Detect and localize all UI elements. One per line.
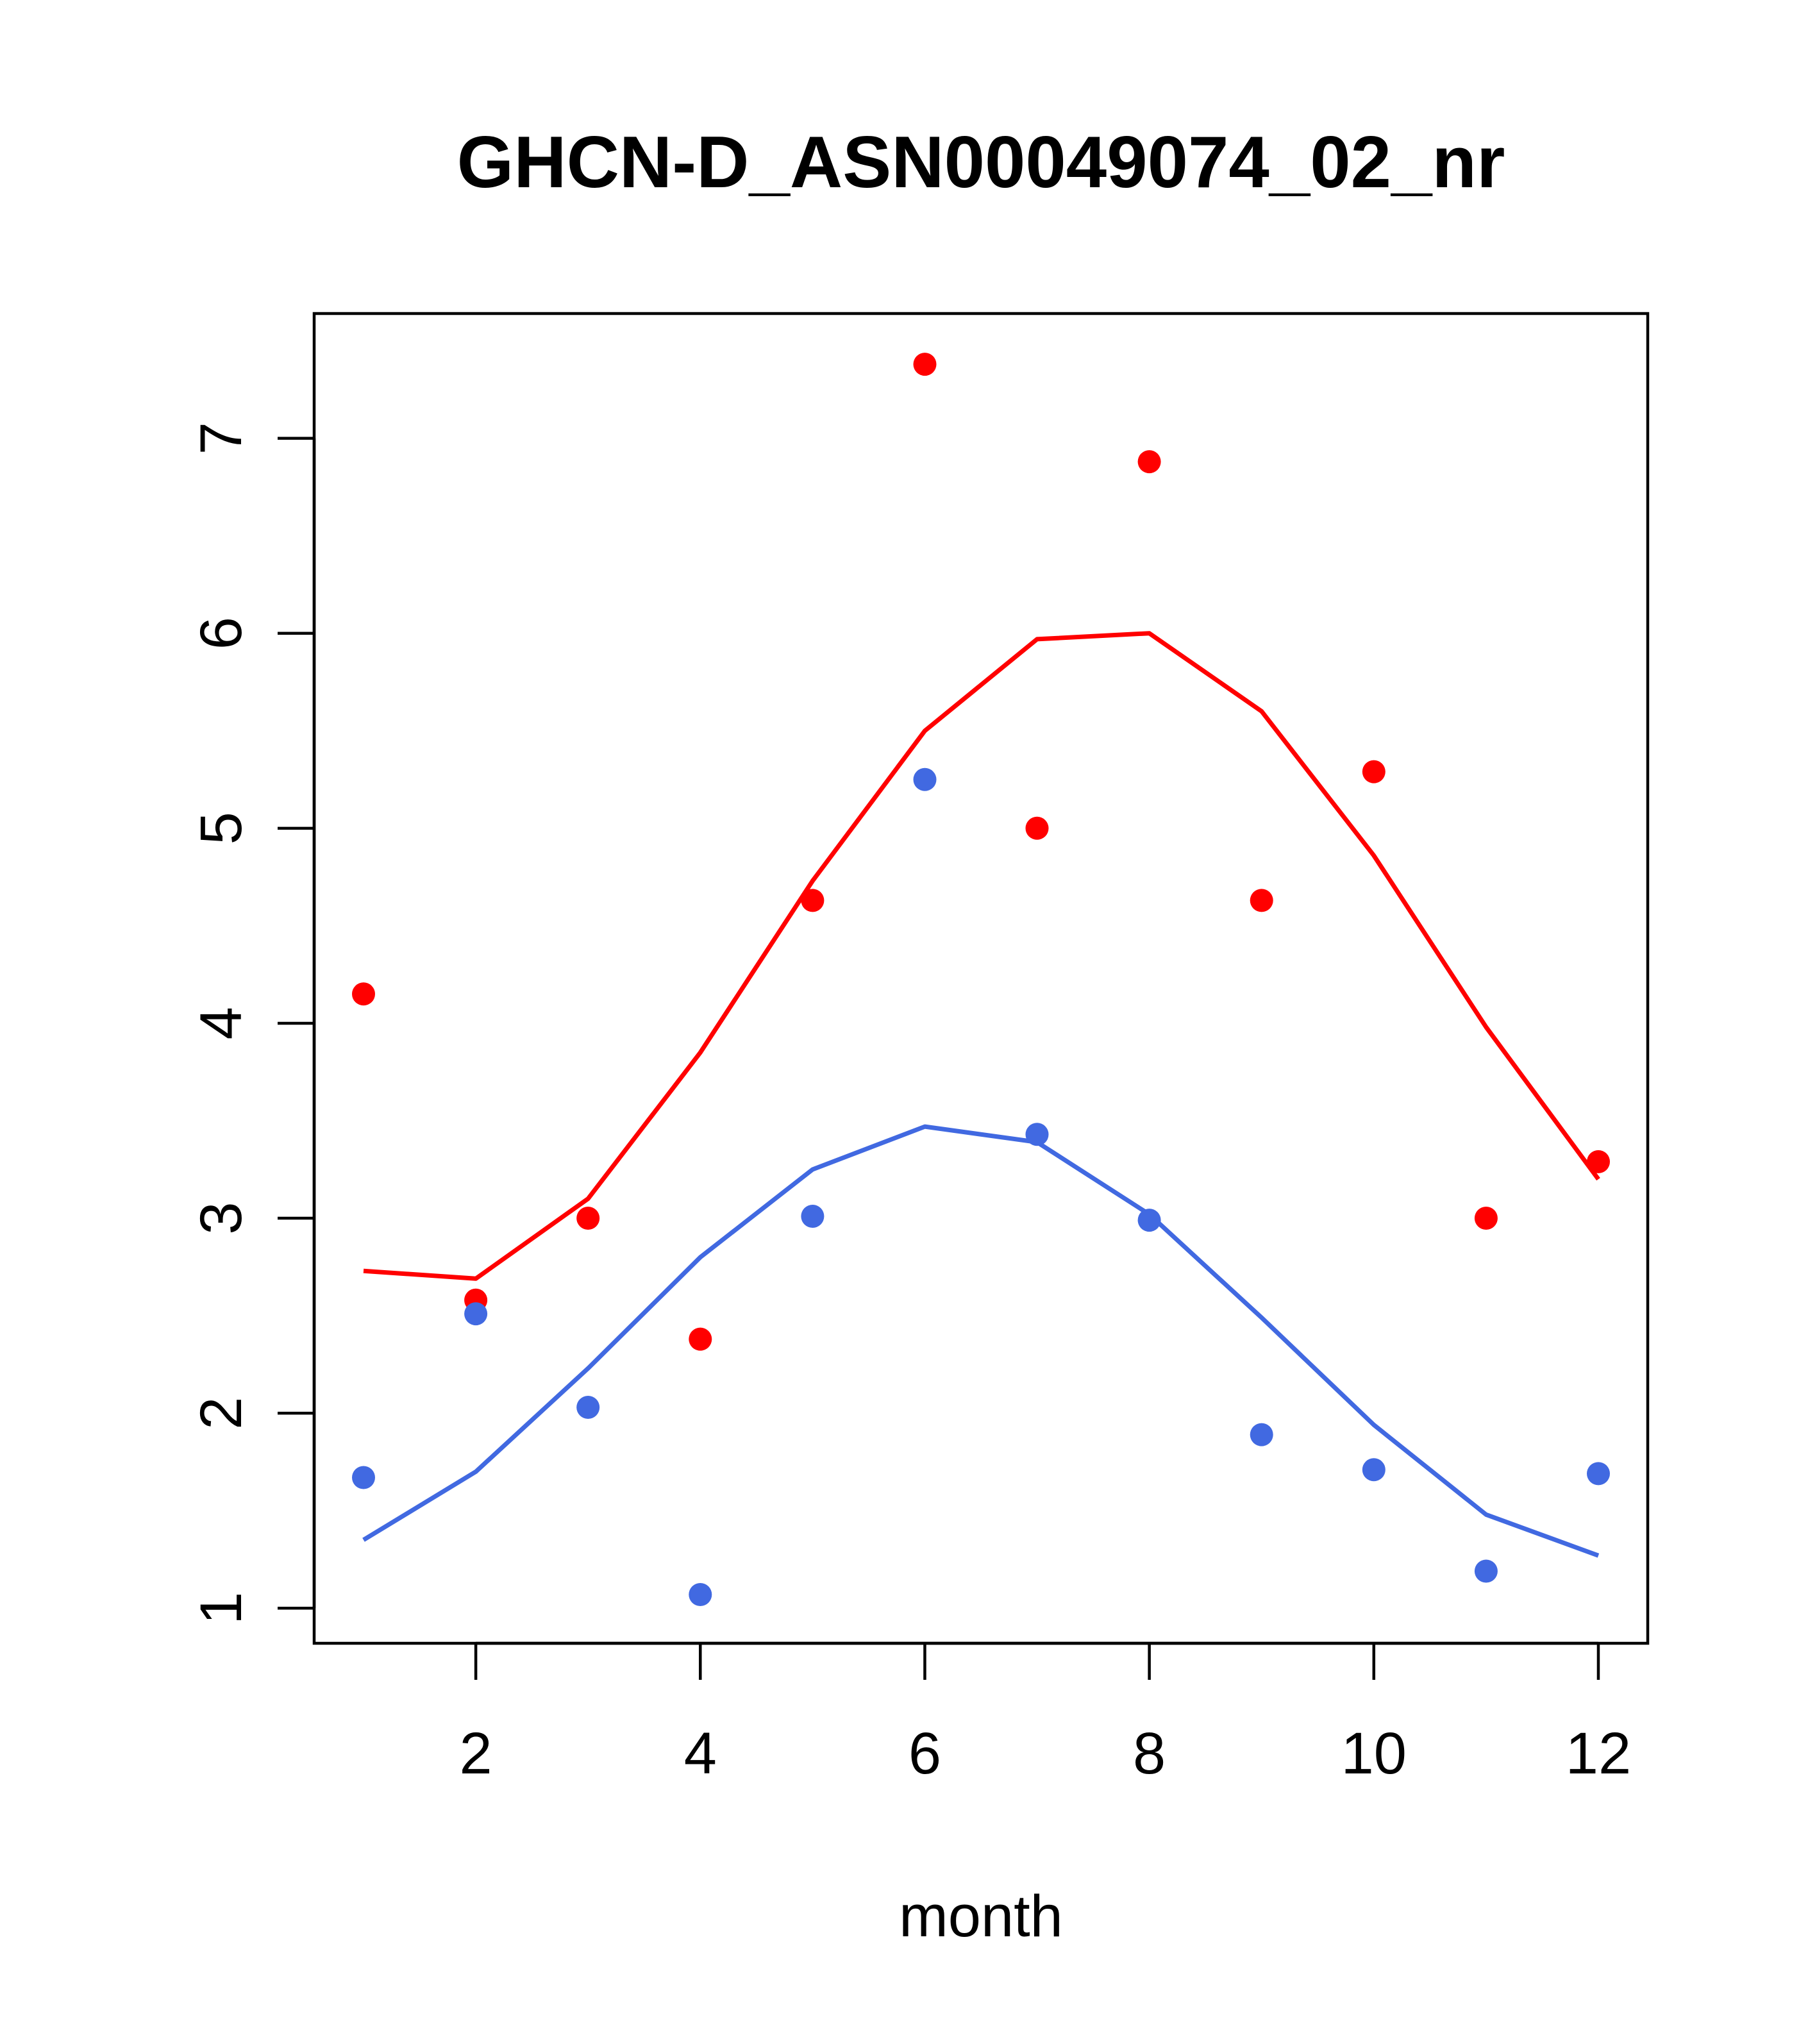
series-0-point [576, 1207, 600, 1230]
series-points [352, 353, 1610, 1606]
series-0-point [1362, 760, 1386, 783]
series-1-point [913, 767, 937, 791]
series-0-point [1474, 1207, 1498, 1230]
series-0-point [352, 982, 375, 1006]
x-tick-label: 2 [460, 1721, 492, 1786]
series-0-point [689, 1327, 712, 1351]
series-1-point [1587, 1462, 1610, 1486]
y-tick-label: 1 [188, 1592, 254, 1625]
series-1-point [1250, 1423, 1273, 1446]
y-axis: 1 2 3 4 5 6 7 [188, 422, 316, 1625]
series-0-point [1250, 889, 1273, 912]
series-lines [362, 631, 1600, 1558]
y-tick-label: 2 [188, 1397, 254, 1430]
series-0-point [913, 353, 937, 376]
series-1-point [1137, 1209, 1161, 1232]
plot-frame [312, 312, 1650, 1645]
chart-title: GHCN-D_ASN00049074_02_nr [457, 122, 1505, 203]
y-tick-label: 3 [188, 1202, 254, 1234]
x-tick-label: 12 [1566, 1721, 1631, 1786]
y-tick-label: 6 [188, 617, 254, 649]
y-tick-label: 5 [188, 812, 254, 844]
series-1-point [1025, 1123, 1049, 1146]
x-tick-label: 10 [1341, 1721, 1407, 1786]
series-1-point [1474, 1559, 1498, 1583]
x-tick-label: 6 [908, 1721, 941, 1786]
series-1-point [1362, 1458, 1386, 1482]
series-0-line [363, 631, 1600, 1281]
x-axis-label: month [899, 1884, 1063, 1949]
series-1-line [362, 1124, 1600, 1558]
x-tick-label: 4 [684, 1721, 717, 1786]
series-0-point [801, 889, 825, 912]
x-axis: 2 4 6 8 10 12 [460, 1641, 1631, 1786]
series-1-point [464, 1302, 488, 1326]
series-0-point [1137, 450, 1161, 474]
series-0-point [1025, 816, 1049, 840]
series-1-point [576, 1396, 600, 1419]
x-tick-label: 8 [1133, 1721, 1166, 1786]
y-tick-label: 4 [188, 1007, 254, 1039]
series-1-point [801, 1205, 825, 1228]
series-1-point [689, 1583, 712, 1606]
series-0-point [1587, 1150, 1610, 1173]
y-tick-label: 7 [188, 422, 254, 455]
series-1-point [352, 1466, 375, 1489]
